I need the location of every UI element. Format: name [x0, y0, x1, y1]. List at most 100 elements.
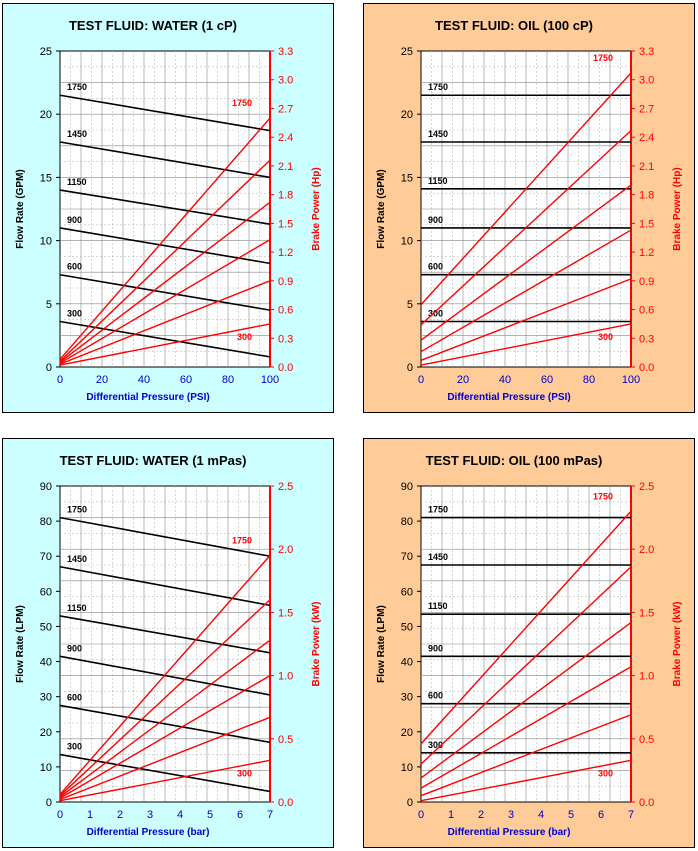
y-tick-label: 20 — [40, 727, 52, 739]
x-tick-label: 0 — [418, 374, 424, 386]
y-axis-label: Flow Rate (LPM) — [15, 605, 26, 683]
flow-label-1750: 1750 — [67, 505, 87, 515]
y2-tick-label: 0.3 — [639, 333, 654, 345]
flow-label-1750: 1750 — [67, 82, 87, 92]
y2-tick-label: 0.0 — [639, 797, 654, 809]
power-label-1750: 1750 — [593, 53, 613, 63]
power-label-1750: 1750 — [232, 98, 252, 108]
power-label-1750: 1750 — [232, 536, 252, 546]
power-line-900 — [59, 674, 271, 799]
flow-label-900: 900 — [428, 643, 443, 653]
chart-panel-oil-metric: 0 10 20 30 40 50 60 70 80 90 0.0 0.5 1.0 1.5 2.0 2.5 0 1 2… — [363, 438, 695, 848]
power-line-1750 — [420, 510, 632, 745]
flow-label-1750: 1750 — [428, 82, 448, 92]
flow-label-600: 600 — [67, 262, 82, 272]
chart-svg-oil-us: 0 5 10 15 20 25 0.0 0.3 0.6 0.9 1.2 1.5 1.8 2.1 2.4 2.7… — [364, 4, 694, 412]
y-tick-label: 0 — [46, 362, 52, 374]
flow-line-1750 — [59, 516, 271, 558]
x-tick-label: 4 — [177, 809, 183, 821]
flow-label-1150: 1150 — [67, 603, 87, 613]
power-line-1150 — [420, 184, 632, 341]
flow-label-1150: 1150 — [428, 176, 448, 186]
y-tick-label: 10 — [401, 236, 413, 248]
y2-tick-label: 1.5 — [639, 218, 654, 230]
y-tick-label: 60 — [40, 586, 52, 598]
y-axis-label: Flow Rate (LPM) — [376, 605, 387, 683]
x-tick-label: 80 — [222, 374, 234, 386]
chart-svg-water-metric: 0 10 20 30 40 50 60 70 80 90 0.0 0.5 1.0 1.5 2.0 2.5 0 1 2… — [3, 439, 333, 847]
x-tick-label: 0 — [57, 809, 63, 821]
chart-title: TEST FLUID: OIL (100 cP) — [435, 18, 593, 33]
y2-tick-label: 1.5 — [639, 607, 654, 619]
y-tick-label: 80 — [40, 516, 52, 528]
y2-axis-label: Brake Power (Hp) — [672, 167, 683, 250]
x-tick-label: 2 — [117, 809, 123, 821]
x-tick-label: 1 — [87, 809, 93, 821]
x-tick-label: 2 — [478, 809, 484, 821]
x-tick-label: 0 — [57, 374, 63, 386]
x-tick-label: 20 — [457, 374, 469, 386]
power-line-1450 — [59, 599, 271, 797]
y2-tick-label: 2.1 — [278, 161, 293, 173]
x-tick-label: 0 — [418, 809, 424, 821]
flow-label-300: 300 — [67, 742, 82, 752]
flow-line-1150 — [59, 615, 271, 654]
power-label-300: 300 — [598, 332, 613, 342]
y-tick-label: 20 — [40, 109, 52, 121]
flow-line-1450 — [59, 141, 271, 179]
x-tick-label: 3 — [508, 809, 514, 821]
y2-tick-label: 3.0 — [278, 75, 293, 87]
y-tick-label: 10 — [401, 762, 413, 774]
power-label-300: 300 — [598, 768, 613, 778]
power-label-1750: 1750 — [593, 491, 613, 501]
chart-title: TEST FLUID: WATER (1 mPas) — [60, 453, 247, 468]
y-tick-label: 25 — [401, 46, 413, 58]
flow-label-1450: 1450 — [67, 554, 87, 564]
y-tick-label: 60 — [401, 586, 413, 598]
y-tick-label: 20 — [401, 727, 413, 739]
flow-label-1450: 1450 — [67, 129, 87, 139]
x-tick-label: 6 — [237, 809, 243, 821]
power-line-1450 — [59, 159, 271, 362]
flow-label-1750: 1750 — [428, 505, 448, 515]
y-tick-label: 10 — [40, 762, 52, 774]
chart-svg-oil-metric: 0 10 20 30 40 50 60 70 80 90 0.0 0.5 1.0 1.5 2.0 2.5 0 1 2… — [364, 439, 694, 847]
y-tick-label: 40 — [401, 657, 413, 669]
y2-tick-label: 1.5 — [278, 218, 293, 230]
y2-tick-label: 2.5 — [278, 481, 293, 493]
y2-axis-label: Brake Power (kW) — [311, 601, 322, 686]
y2-tick-label: 2.7 — [278, 103, 293, 115]
flow-label-600: 600 — [428, 691, 443, 701]
power-line-300 — [59, 323, 271, 366]
y-axis-label: Flow Rate (GPM) — [376, 169, 387, 248]
x-tick-label: 20 — [96, 374, 108, 386]
y2-tick-label: 0.9 — [278, 276, 293, 288]
y2-tick-label: 0.6 — [639, 305, 654, 317]
power-line-300 — [59, 759, 271, 802]
y-tick-label: 80 — [401, 516, 413, 528]
power-label-300: 300 — [237, 768, 252, 778]
y-tick-label: 0 — [407, 797, 413, 809]
y-tick-label: 90 — [40, 481, 52, 493]
y2-tick-label: 0.0 — [278, 362, 293, 374]
y2-tick-label: 0.5 — [639, 734, 654, 746]
y2-tick-label: 2.4 — [639, 132, 654, 144]
x-tick-label: 6 — [598, 809, 604, 821]
power-line-300 — [420, 759, 632, 802]
y2-tick-label: 1.0 — [278, 671, 293, 683]
x-tick-label: 5 — [568, 809, 574, 821]
flow-label-600: 600 — [67, 692, 82, 702]
x-tick-label: 60 — [541, 374, 553, 386]
y-tick-label: 30 — [40, 692, 52, 704]
x-axis-label: Differential Pressure (bar) — [448, 827, 571, 838]
flow-label-300: 300 — [428, 308, 443, 318]
power-line-1450 — [420, 129, 632, 326]
x-tick-label: 40 — [499, 374, 511, 386]
power-line-600 — [420, 714, 632, 797]
y-tick-label: 25 — [40, 46, 52, 58]
x-tick-label: 1 — [448, 809, 454, 821]
x-tick-label: 7 — [267, 809, 273, 821]
y2-tick-label: 1.2 — [639, 247, 654, 259]
flow-line-600 — [59, 273, 271, 311]
x-tick-label: 60 — [180, 374, 192, 386]
